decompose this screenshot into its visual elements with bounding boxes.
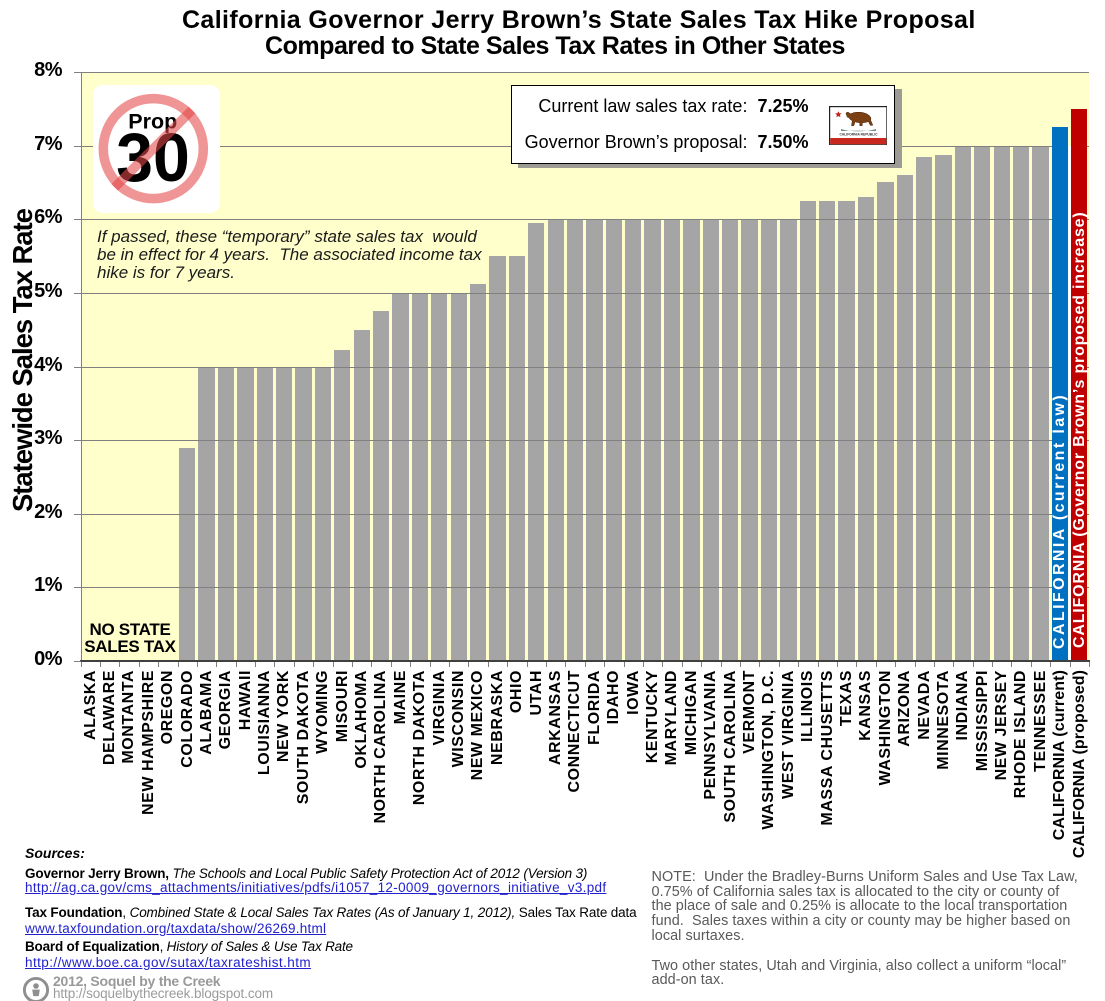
svg-text:Prop: Prop [128, 109, 177, 133]
svg-text:30: 30 [116, 120, 190, 197]
svg-text:CALIFORNIA REPUBLIC: CALIFORNIA REPUBLIC [839, 132, 878, 136]
